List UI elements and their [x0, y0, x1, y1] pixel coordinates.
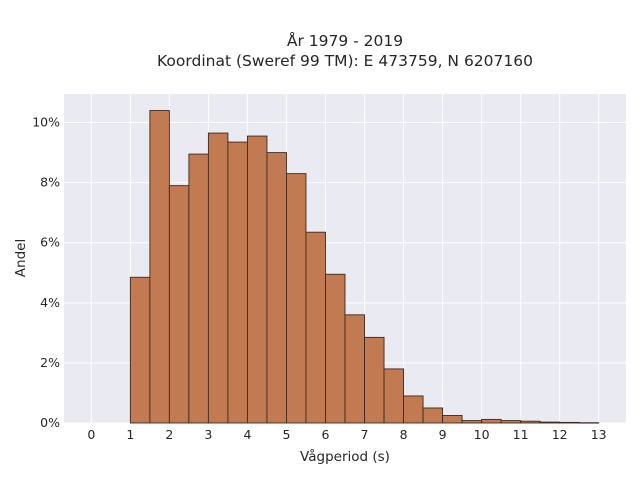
x-tick-label: 4	[243, 427, 251, 442]
chart-title-line-2: Koordinat (Sweref 99 TM): E 473759, N 62…	[157, 52, 533, 70]
histogram-bar	[168, 185, 190, 424]
y-tick-label: 10%	[32, 115, 60, 130]
histogram-bar	[403, 395, 424, 424]
histogram-bar	[344, 314, 365, 424]
histogram-bar	[129, 276, 151, 424]
histogram-bar	[364, 336, 385, 424]
x-tick-label: 2	[165, 427, 173, 442]
histogram-bar	[227, 141, 248, 424]
histogram-bar	[442, 415, 463, 424]
x-tick-label: 9	[439, 427, 447, 442]
histogram-bar	[559, 421, 580, 424]
x-tick-label: 1	[126, 427, 134, 442]
histogram-bar	[305, 231, 326, 424]
x-axis-label: Vågperiod (s)	[300, 448, 390, 465]
histogram-bar	[207, 132, 229, 424]
histogram-bar	[520, 420, 541, 424]
x-tick-label: 5	[282, 427, 290, 442]
x-tick-label: 6	[322, 427, 330, 442]
histogram-bar	[461, 420, 483, 424]
x-tick-label: 8	[400, 427, 408, 442]
x-tick-label: 12	[552, 427, 568, 442]
histogram-bar	[325, 273, 346, 424]
x-tick-labels: 0 1 2 3 4 5 6 7 8 9 10 11 12 13	[87, 427, 606, 442]
y-tick-label: 2%	[40, 355, 60, 370]
histogram-bar	[188, 153, 209, 424]
x-tick-label: 7	[361, 427, 369, 442]
bars-group	[129, 110, 600, 424]
x-tick-label: 13	[591, 427, 607, 442]
histogram-bar	[383, 368, 404, 424]
x-tick-label: 10	[474, 427, 490, 442]
histogram-bar	[149, 110, 170, 424]
y-tick-label: 6%	[40, 235, 60, 250]
histogram-bar	[266, 152, 287, 424]
x-tick-label: 0	[87, 427, 95, 442]
histogram-bar	[286, 173, 307, 424]
histogram-bar	[246, 135, 268, 424]
y-axis-label: Andel	[13, 239, 29, 277]
x-tick-label: 11	[513, 427, 529, 442]
y-tick-label: 0%	[40, 415, 60, 430]
histogram-bar	[539, 421, 561, 424]
histogram-bar	[481, 418, 502, 424]
x-tick-label: 3	[204, 427, 212, 442]
y-tick-label: 8%	[40, 175, 60, 190]
histogram-bar	[500, 420, 522, 424]
chart-title-line-1: År 1979 - 2019	[287, 31, 403, 50]
histogram-bar	[422, 407, 444, 424]
y-tick-label: 4%	[40, 295, 60, 310]
y-tick-labels: 0% 2% 4% 6% 8% 10%	[32, 115, 60, 430]
